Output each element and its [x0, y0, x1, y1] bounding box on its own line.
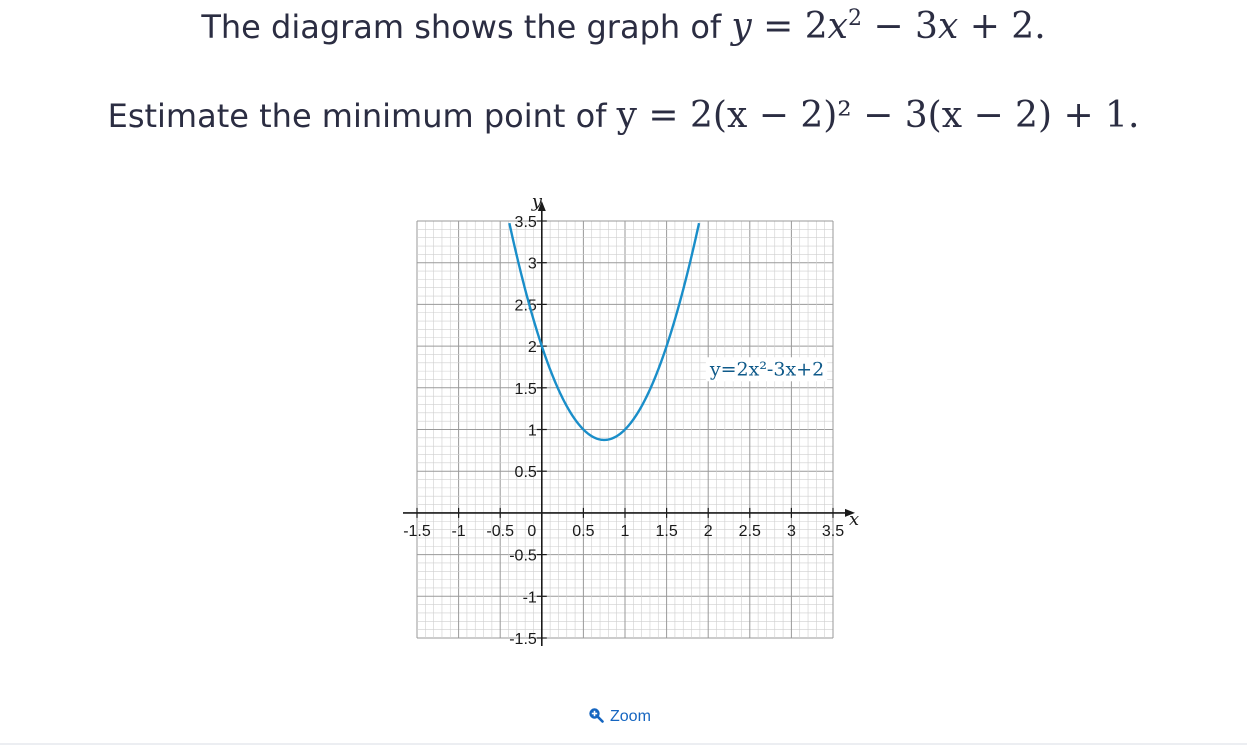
- x-tick-label: 2.5: [739, 523, 761, 540]
- x-tick-label: 1: [621, 523, 630, 540]
- y-axis-arrow: [537, 201, 546, 211]
- x-tick-label: -0.5: [486, 523, 514, 540]
- y-tick-label: 3: [528, 256, 537, 273]
- origin-label: 0: [527, 523, 536, 540]
- y-tick-label: -1.5: [509, 631, 537, 648]
- y-tick-label: -0.5: [509, 548, 537, 565]
- curve-label-background: [705, 357, 828, 382]
- y-tick-label: 2: [528, 339, 537, 356]
- y-tick-label: 1.5: [515, 381, 537, 398]
- question-prefix-1: The diagram shows the graph of: [201, 8, 732, 46]
- x-tick-label: 3.5: [822, 523, 844, 540]
- question-line-1: The diagram shows the graph of y = 2x2 −…: [0, 6, 1247, 47]
- x-tick-label: 0.5: [572, 523, 594, 540]
- question-line-2: Estimate the minimum point of y = 2(x − …: [0, 95, 1247, 136]
- equation-2: y = 2(x − 2)² − 3(x − 2) + 1.: [616, 95, 1140, 136]
- x-tick-label: -1: [451, 523, 465, 540]
- y-tick-label: 1: [528, 423, 537, 440]
- curve-label: y=2x²-3x+2: [709, 358, 824, 380]
- x-axis-label: x: [849, 509, 859, 530]
- series-line: [508, 222, 701, 442]
- zoom-button[interactable]: Zoom: [588, 705, 651, 729]
- x-axis-arrow: [845, 508, 855, 517]
- zoom-in-icon: [588, 707, 604, 728]
- x-tick-label: 1.5: [655, 523, 677, 540]
- question-prefix-2: Estimate the minimum point of: [107, 97, 617, 135]
- y-axis-label: y: [531, 191, 543, 212]
- y-tick-label: 0.5: [515, 464, 537, 481]
- equation-1: y = 2x2 − 3x + 2.: [731, 6, 1046, 47]
- divider: [0, 743, 1247, 745]
- zoom-label: Zoom: [610, 708, 651, 725]
- x-tick-label: -1.5: [403, 523, 431, 540]
- x-tick-label: 3: [787, 523, 796, 540]
- x-tick-label: 2: [704, 523, 713, 540]
- y-tick-label: 2.5: [515, 297, 537, 314]
- y-tick-label: -1: [523, 589, 537, 606]
- y-tick-label: 3.5: [515, 214, 537, 231]
